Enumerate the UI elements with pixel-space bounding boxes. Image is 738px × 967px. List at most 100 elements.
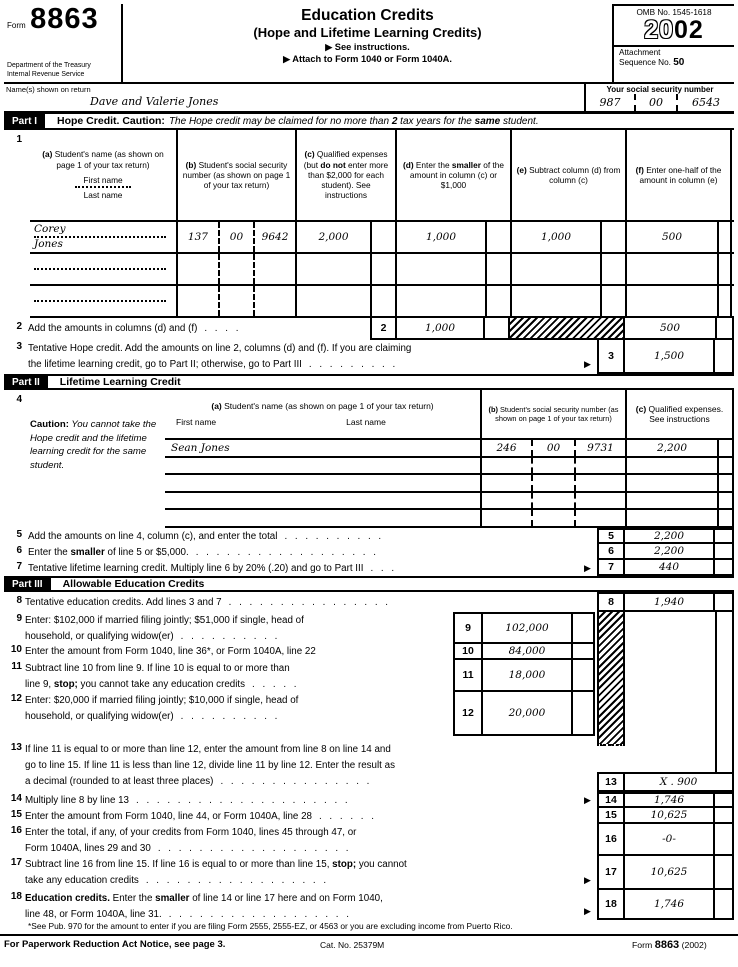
cents-cell[interactable] bbox=[573, 614, 593, 642]
line15-amount[interactable]: 10,625 bbox=[625, 808, 715, 822]
cents-cell[interactable] bbox=[600, 254, 625, 284]
form-title-block: Education Credits (Hope and Lifetime Lea… bbox=[123, 4, 612, 82]
student-ssn-field[interactable] bbox=[176, 254, 295, 284]
expenses-field[interactable] bbox=[625, 457, 717, 474]
cents-cell[interactable] bbox=[715, 544, 732, 558]
line-7: 7 Tentative lifetime learning credit. Mu… bbox=[0, 560, 738, 576]
line5-amount[interactable]: 2,200 bbox=[625, 530, 715, 542]
line14-amount[interactable]: 1,746 bbox=[625, 794, 715, 806]
cents-cell[interactable] bbox=[717, 510, 734, 526]
cents-cell[interactable] bbox=[715, 594, 732, 610]
cents-cell[interactable] bbox=[717, 222, 732, 252]
cents-cell[interactable] bbox=[715, 560, 732, 574]
col-c-header: (c) Qualified expenses. See instructions bbox=[625, 390, 734, 438]
expenses-field[interactable] bbox=[625, 492, 717, 509]
cents-cell[interactable] bbox=[485, 286, 510, 316]
cents-cell[interactable] bbox=[715, 808, 732, 822]
expenses-field[interactable] bbox=[295, 254, 370, 284]
student-name-field[interactable]: Corey Jones bbox=[30, 222, 176, 252]
line10-amount[interactable]: 84,000 bbox=[483, 644, 573, 658]
student-ssn-field[interactable] bbox=[480, 510, 625, 526]
expenses-field[interactable]: 2,200 bbox=[625, 440, 717, 456]
line11-amount[interactable]: 18,000 bbox=[483, 660, 573, 690]
cents-cell[interactable] bbox=[370, 286, 395, 316]
student-ssn-field[interactable] bbox=[480, 457, 625, 474]
vertical-rule bbox=[732, 612, 734, 772]
cents-cell[interactable] bbox=[717, 492, 734, 509]
line17-amount[interactable]: 10,625 bbox=[625, 856, 715, 888]
cents-cell[interactable] bbox=[600, 222, 625, 252]
line2-amount-f[interactable]: 500 bbox=[625, 318, 717, 340]
line12-amount[interactable]: 20,000 bbox=[483, 692, 573, 734]
cents-cell[interactable] bbox=[485, 254, 510, 284]
one-half-field[interactable] bbox=[625, 254, 717, 284]
student-name-field[interactable] bbox=[165, 493, 480, 509]
line9-amount[interactable]: 102,000 bbox=[483, 614, 573, 642]
cents-cell[interactable] bbox=[715, 824, 732, 854]
cents-cell[interactable] bbox=[717, 318, 734, 340]
student-name-field[interactable] bbox=[165, 510, 480, 526]
student-ssn-field[interactable]: 137 00 9642 bbox=[176, 222, 295, 252]
expenses-field[interactable] bbox=[625, 510, 717, 526]
cents-cell[interactable] bbox=[370, 222, 395, 252]
student-name-field[interactable] bbox=[165, 475, 480, 491]
line2-amount-d[interactable]: 1,000 bbox=[397, 318, 485, 340]
cents-cell[interactable] bbox=[600, 286, 625, 316]
taxpayer-row: Name(s) shown on return Dave and Valerie… bbox=[4, 84, 734, 114]
line13-amount[interactable]: X . 900 bbox=[659, 776, 698, 788]
part1-caution: The Hope credit may be claimed for no mo… bbox=[168, 115, 539, 127]
cents-cell[interactable] bbox=[717, 457, 734, 474]
line7-amount[interactable]: 440 bbox=[625, 560, 715, 574]
smaller-amount-field[interactable]: 1,000 bbox=[395, 222, 485, 252]
cents-cell[interactable] bbox=[715, 794, 732, 806]
cents-cell[interactable] bbox=[717, 286, 732, 316]
subtract-field[interactable] bbox=[510, 286, 600, 316]
cents-cell[interactable] bbox=[715, 890, 732, 918]
student-name-field[interactable]: Sean Jones bbox=[171, 441, 230, 454]
line6-amount[interactable]: 2,200 bbox=[625, 544, 715, 558]
line8-amount[interactable]: 1,940 bbox=[625, 594, 715, 610]
cents-cell[interactable] bbox=[717, 254, 732, 284]
cents-cell[interactable] bbox=[573, 692, 593, 734]
cents-cell[interactable] bbox=[573, 644, 593, 658]
subtract-field[interactable]: 1,000 bbox=[510, 222, 600, 252]
student-name-field[interactable] bbox=[165, 458, 480, 474]
smaller-amount-field[interactable] bbox=[395, 254, 485, 284]
cents-cell[interactable] bbox=[370, 254, 395, 284]
form-number-block: Form 8863 Department of the Treasury Int… bbox=[4, 4, 123, 82]
cents-cell[interactable] bbox=[715, 530, 732, 542]
col-b-header: (b) Student's social security number (as… bbox=[480, 390, 625, 438]
subtract-field[interactable] bbox=[510, 254, 600, 284]
taxpayer-ssn-field[interactable]: 987 00 6543 bbox=[586, 94, 734, 111]
student-ssn-field[interactable] bbox=[176, 286, 295, 316]
student-name-field[interactable] bbox=[30, 286, 176, 316]
paperwork-notice: For Paperwork Reduction Act Notice, see … bbox=[4, 939, 226, 950]
cents-cell[interactable] bbox=[715, 340, 732, 372]
smaller-amount-field[interactable] bbox=[395, 286, 485, 316]
part1-bar: Part I Hope Credit. Caution: The Hope cr… bbox=[4, 114, 734, 130]
line16-amount[interactable]: -0- bbox=[625, 824, 715, 854]
line3-text: Tentative Hope credit. Add the amounts o… bbox=[28, 343, 412, 370]
expenses-field[interactable] bbox=[625, 475, 717, 491]
student-ssn-field[interactable] bbox=[480, 475, 625, 491]
expenses-field[interactable] bbox=[295, 286, 370, 316]
student-name-field[interactable] bbox=[30, 254, 176, 284]
cents-cell[interactable] bbox=[485, 318, 510, 340]
tax-year: 2002 bbox=[644, 16, 704, 44]
see-instructions-line: ▶ See instructions. bbox=[325, 42, 410, 52]
cents-cell[interactable] bbox=[573, 660, 593, 690]
cents-cell[interactable] bbox=[715, 856, 732, 888]
one-half-field[interactable] bbox=[625, 286, 717, 316]
one-half-field[interactable]: 500 bbox=[625, 222, 717, 252]
cents-cell[interactable] bbox=[717, 475, 734, 491]
line3-amount[interactable]: 1,500 bbox=[625, 340, 715, 372]
cents-cell[interactable] bbox=[717, 440, 734, 456]
student-ssn-field[interactable] bbox=[480, 492, 625, 509]
attach-line: ▶ Attach to Form 1040 or Form 1040A. bbox=[283, 54, 452, 64]
cents-cell[interactable] bbox=[485, 222, 510, 252]
student-ssn-field[interactable]: 246 00 9731 bbox=[480, 440, 625, 456]
part2-student-row bbox=[165, 475, 734, 493]
taxpayer-name-field[interactable]: Dave and Valerie Jones bbox=[90, 95, 219, 108]
line18-amount[interactable]: 1,746 bbox=[625, 890, 715, 918]
expenses-field[interactable]: 2,000 bbox=[295, 222, 370, 252]
